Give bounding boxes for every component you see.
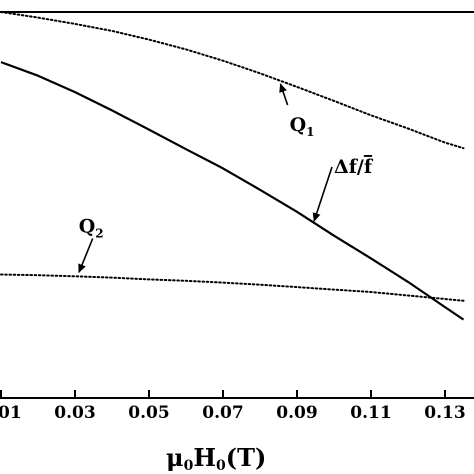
annotation-label: Δf/f xyxy=(334,156,374,178)
q2-curve xyxy=(0,273,465,302)
x-tick-label: 0.09 xyxy=(276,403,317,423)
annotation-arrow xyxy=(279,83,289,106)
annotation-arrow xyxy=(312,166,333,222)
x-axis-ticks xyxy=(0,390,446,398)
q1-curve xyxy=(0,11,465,150)
frequency-shift-annotation: Δf/f xyxy=(312,156,374,222)
x-tick-label: 0.05 xyxy=(128,403,169,423)
q2-annotation: Q2 xyxy=(78,216,104,274)
x-axis-tick-labels: 0.01 0.03 0.05 0.07 0.09 0.11 0.13 xyxy=(0,403,466,423)
annotation-label: Q1 xyxy=(290,114,315,139)
x-tick-label: 0.07 xyxy=(202,403,243,423)
x-axis-title-h-sub: 0 xyxy=(216,458,226,474)
curves xyxy=(0,11,465,321)
q1-annotation: Q1 xyxy=(279,83,315,139)
x-axis-title-mu: μ xyxy=(166,443,184,472)
annotation-label: Q2 xyxy=(79,216,104,241)
x-axis-title-h: H xyxy=(193,443,216,472)
x-tick-label: 0.11 xyxy=(350,403,391,423)
x-axis-title-unit: (T) xyxy=(226,443,267,472)
annotation-arrow xyxy=(78,238,94,274)
frequency-shift-curve xyxy=(0,61,465,321)
x-axis-title-mu-sub: 0 xyxy=(184,458,194,474)
plot-frame xyxy=(0,11,474,399)
x-tick-label: 0.13 xyxy=(424,403,465,423)
x-tick-label: 0.03 xyxy=(54,403,95,423)
x-tick-label: 0.01 xyxy=(0,403,22,423)
x-axis-title: μ0H0(T) xyxy=(166,443,266,474)
annotations: Q1 Δf/f Q2 xyxy=(78,83,374,274)
